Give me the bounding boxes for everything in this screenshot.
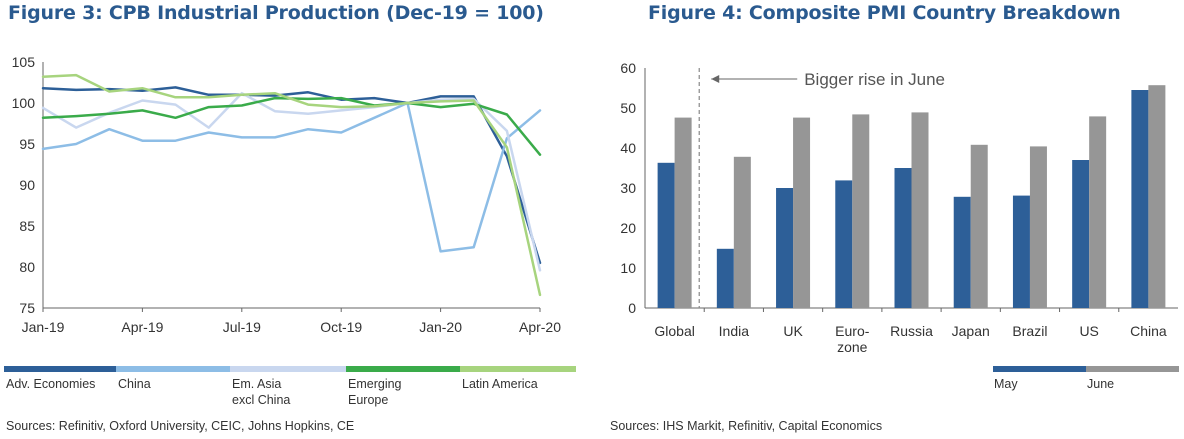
fig4-category-label: zone: [837, 339, 868, 355]
fig4-bar-may-japan: [953, 196, 971, 308]
fig4-legend-label-may: May: [994, 377, 1018, 391]
fig4-bar-june-india: [733, 156, 751, 308]
fig3-legend-swatch-latin-america: [460, 366, 576, 372]
fig4-category-label: Global: [654, 323, 694, 339]
fig4-bar-may-china: [1131, 90, 1149, 308]
fig4-bar-june-china: [1148, 85, 1166, 308]
fig4-bar-may-global: [657, 162, 675, 308]
fig4-annotation-text: Bigger rise in June: [804, 70, 945, 89]
fig3-legend-swatch-em-asia-excl-china: [230, 366, 346, 372]
fig4-annotation-arrowhead: [711, 75, 720, 83]
figure-4-title: Figure 4: Composite PMI Country Breakdow…: [648, 2, 1121, 24]
figure-3-title: Figure 3: CPB Industrial Production (Dec…: [8, 2, 544, 24]
fig4-y-tick-label: 0: [628, 300, 636, 316]
fig4-category-label: India: [719, 323, 750, 339]
fig3-legend-swatch-adv-economies: [4, 366, 116, 372]
fig3-y-tick-label: 75: [19, 300, 35, 316]
fig4-bar-may-uk: [776, 188, 794, 308]
fig4-y-tick-label: 20: [620, 220, 636, 236]
fig3-series-china: [41, 101, 542, 253]
fig4-bar-june-japan: [970, 144, 988, 308]
fig3-y-tick-label: 85: [19, 218, 35, 234]
fig3-x-tick-label: Oct-19: [320, 319, 362, 335]
fig3-y-tick-label: 80: [19, 259, 35, 275]
fig3-x-tick-label: Jan-19: [22, 319, 65, 335]
fig4-category-label: US: [1079, 323, 1098, 339]
fig4-category-label: Brazil: [1012, 323, 1047, 339]
figure-4-sources: Sources: IHS Markit, Refinitiv, Capital …: [610, 419, 883, 433]
fig4-category-label: UK: [783, 323, 803, 339]
fig3-x-tick-label: Jul-19: [223, 319, 261, 335]
fig3-legend-label-adv-economies: Adv. Economies: [6, 377, 96, 391]
fig4-category-label: Euro-: [835, 323, 870, 339]
fig4-y-tick-label: 10: [620, 260, 636, 276]
fig3-legend-label-china: China: [118, 377, 151, 391]
fig3-x-tick-label: Apr-20: [519, 319, 561, 335]
fig4-bar-may-euro-zone: [835, 180, 853, 308]
fig4-bar-june-uk: [793, 117, 811, 308]
fig3-legend-swatch-emerging-europe: [346, 366, 460, 372]
fig4-y-tick-label: 30: [620, 180, 636, 196]
fig3-legend-swatch-china: [116, 366, 230, 372]
fig3-y-tick-label: 100: [12, 95, 36, 111]
fig3-y-tick-label: 105: [12, 54, 36, 70]
fig4-y-tick-label: 40: [620, 140, 636, 156]
fig3-series-latin-america: [41, 73, 542, 297]
fig4-bar-june-us: [1089, 116, 1107, 309]
fig3-legend-label-em-asia-excl-china: Em. Asia excl China: [232, 377, 291, 407]
fig4-bar-june-russia: [911, 112, 929, 309]
fig3-y-tick-label: 90: [19, 177, 35, 193]
fig4-category-label: Russia: [890, 323, 933, 339]
fig4-bar-may-india: [716, 248, 734, 308]
fig4-bar-june-global: [674, 117, 692, 308]
fig4-bar-may-russia: [894, 168, 912, 308]
fig4-legend-swatch-june: [1086, 366, 1179, 372]
fig4-y-tick-label: 50: [620, 100, 636, 116]
fig4-bar-june-brazil: [1029, 146, 1047, 308]
fig4-legend-swatch-may: [993, 366, 1086, 372]
fig4-y-tick-label: 60: [620, 60, 636, 76]
fig3-x-tick-label: Jan-20: [419, 319, 462, 335]
fig4-bar-june-euro-zone: [852, 114, 870, 309]
fig4-bar-may-us: [1072, 160, 1090, 308]
figure-3-sources: Sources: Refinitiv, Oxford University, C…: [6, 419, 355, 433]
fig4-legend-label-june: June: [1087, 377, 1115, 391]
fig3-legend-label-latin-america: Latin America: [462, 377, 538, 391]
fig4-category-label: China: [1130, 323, 1167, 339]
fig3-y-tick-label: 95: [19, 136, 35, 152]
fig4-bar-may-brazil: [1012, 195, 1030, 308]
fig3-x-tick-label: Apr-19: [121, 319, 163, 335]
fig3-legend-label-emerging-europe: Emerging Europe: [348, 377, 402, 407]
fig4-category-label: Japan: [952, 323, 990, 339]
fig3-series-em-asia-excl-china: [41, 91, 542, 272]
